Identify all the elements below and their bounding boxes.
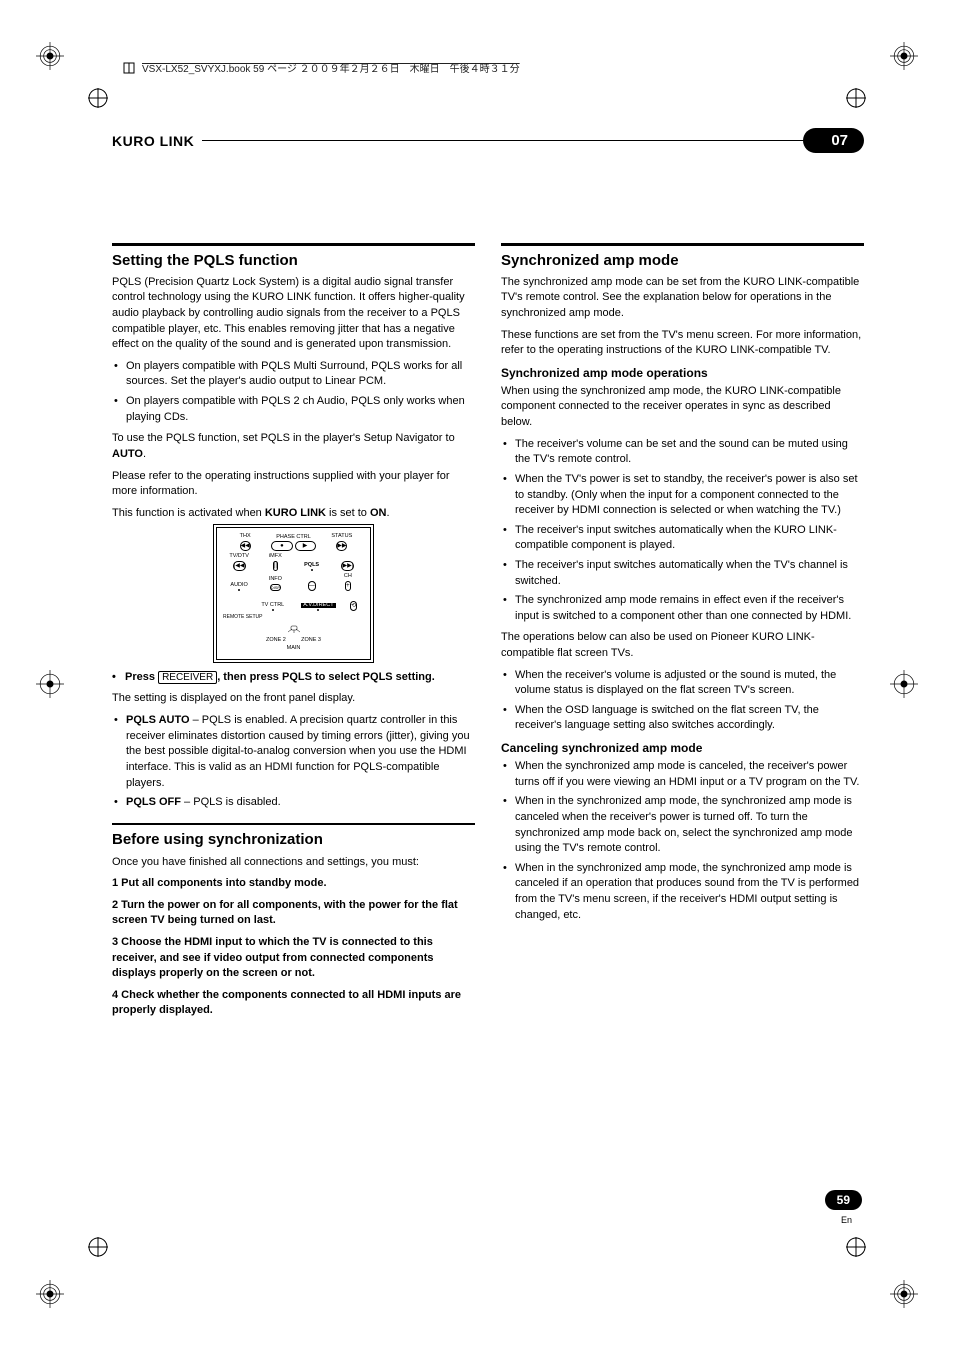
page-header: KURO LINK 07 bbox=[112, 128, 864, 153]
list-item: When the receiver's volume is adjusted o… bbox=[515, 668, 864, 699]
list-item: PQLS AUTO – PQLS is enabled. A precision… bbox=[126, 713, 475, 791]
reg-mark-icon bbox=[890, 1280, 918, 1308]
section-rule bbox=[112, 243, 475, 246]
body-text: To use the PQLS function, set PQLS in th… bbox=[112, 431, 475, 462]
list-item: The synchronized amp mode remains in eff… bbox=[515, 593, 864, 624]
cross-icon bbox=[844, 86, 868, 115]
right-column: Synchronized amp mode The synchronized a… bbox=[501, 243, 864, 1025]
body-text: The synchronized amp mode can be set fro… bbox=[501, 275, 864, 322]
body-text: Once you have finished all connections a… bbox=[112, 855, 475, 871]
receiver-key: RECEIVER bbox=[158, 671, 217, 684]
reg-mark-icon bbox=[36, 1280, 64, 1308]
list-item: PQLS OFF – PQLS is disabled. bbox=[126, 795, 475, 811]
step-4: 4 Check whether the components connected… bbox=[112, 988, 475, 1019]
section-rule bbox=[112, 823, 475, 826]
left-column: Setting the PQLS function PQLS (Precisio… bbox=[112, 243, 475, 1025]
instruction-step: • Press RECEIVER, then press PQLS to sel… bbox=[112, 670, 475, 686]
body-text: When using the synchronized amp mode, th… bbox=[501, 384, 864, 431]
bookline-text: VSX-LX52_SVYXJ.book 59 ページ ２００９年２月２６日 木曜… bbox=[142, 60, 520, 75]
list-item: When the synchronized amp mode is cancel… bbox=[515, 759, 864, 790]
list-item: When in the synchronized amp mode, the s… bbox=[515, 861, 864, 923]
heading-sync-amp: Synchronized amp mode bbox=[501, 250, 864, 271]
step-2: 2 Turn the power on for all components, … bbox=[112, 898, 475, 929]
list-item: When in the synchronized amp mode, the s… bbox=[515, 794, 864, 856]
list-item: When the TV's power is set to standby, t… bbox=[515, 472, 864, 519]
body-text: Please refer to the operating instructio… bbox=[112, 469, 475, 500]
step-1: 1 Put all components into standby mode. bbox=[112, 876, 475, 892]
heading-before-sync: Before using synchronization bbox=[112, 829, 475, 850]
list-item: On players compatible with PQLS 2 ch Aud… bbox=[126, 394, 475, 425]
reg-mark-icon bbox=[36, 42, 64, 70]
section-rule bbox=[501, 243, 864, 246]
cross-icon bbox=[86, 86, 110, 115]
list-item: The receiver's input switches automatica… bbox=[515, 558, 864, 589]
heading-pqls: Setting the PQLS function bbox=[112, 250, 475, 271]
page-lang: En bbox=[841, 1215, 852, 1225]
book-metadata: VSX-LX52_SVYXJ.book 59 ページ ２００９年２月２６日 木曜… bbox=[122, 60, 520, 75]
list-item: When the OSD language is switched on the… bbox=[515, 703, 864, 734]
reg-mark-icon bbox=[890, 670, 918, 698]
subheading-cancel: Canceling synchronized amp mode bbox=[501, 740, 864, 757]
header-rule bbox=[202, 140, 817, 141]
list-item: The receiver's volume can be set and the… bbox=[515, 437, 864, 468]
cross-icon bbox=[86, 1235, 110, 1264]
subheading-ops: Synchronized amp mode operations bbox=[501, 365, 864, 382]
cross-icon bbox=[844, 1235, 868, 1264]
reg-mark-icon bbox=[890, 42, 918, 70]
list-item: The receiver's input switches automatica… bbox=[515, 523, 864, 554]
body-text: These functions are set from the TV's me… bbox=[501, 328, 864, 359]
body-text: PQLS (Precision Quartz Lock System) is a… bbox=[112, 275, 475, 353]
chapter-number: 07 bbox=[803, 128, 864, 153]
list-item: On players compatible with PQLS Multi Su… bbox=[126, 359, 475, 390]
page-number: 59 bbox=[825, 1190, 862, 1210]
body-text: The setting is displayed on the front pa… bbox=[112, 691, 475, 707]
book-icon bbox=[122, 61, 136, 75]
remote-bottom-label: ZONE 2 ZONE 3 MAIN bbox=[223, 625, 364, 652]
body-text: This function is activated when KURO LIN… bbox=[112, 506, 475, 522]
body-text: The operations below can also be used on… bbox=[501, 630, 864, 661]
step-3: 3 Choose the HDMI input to which the TV … bbox=[112, 935, 475, 982]
section-title: KURO LINK bbox=[112, 133, 194, 149]
remote-diagram: THX◀◀ PHASE CTRL●▶ STATUS▶▶ TV/DTV|◀◀ iM… bbox=[216, 527, 371, 660]
reg-mark-icon bbox=[36, 670, 64, 698]
